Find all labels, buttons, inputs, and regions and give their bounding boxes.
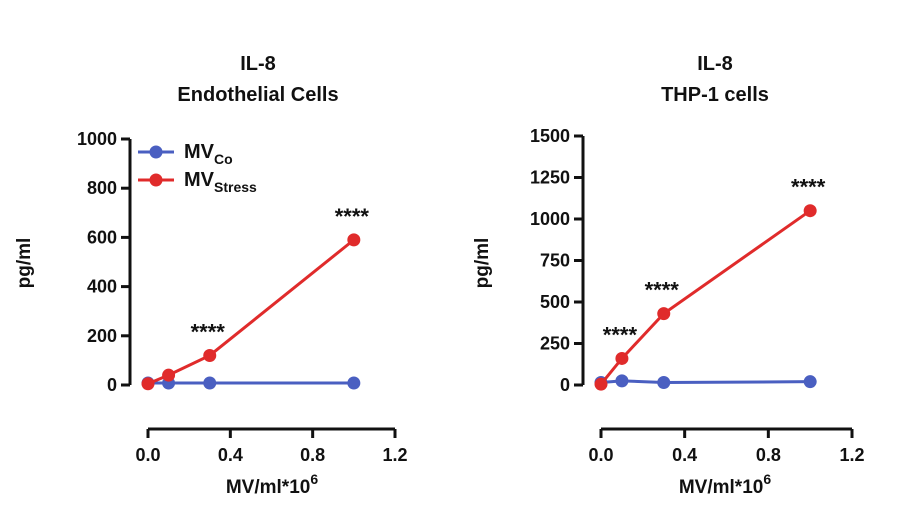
x-tick-label: 0.4: [672, 445, 697, 465]
y-tick-label: 750: [540, 251, 570, 271]
y-tick-label: 600: [87, 227, 117, 247]
y-tick-label: 0: [560, 375, 570, 395]
y-tick-label: 400: [87, 277, 117, 297]
significance-annotation: ****: [191, 319, 226, 344]
data-point: [594, 377, 608, 391]
series-stress: [141, 233, 361, 391]
series-line: [600, 379, 811, 385]
y-tick-label: 1000: [530, 209, 570, 229]
y-tick-label: 1500: [530, 126, 570, 146]
legend-marker: [149, 173, 163, 187]
data-point: [615, 351, 629, 365]
y-tick-label: 800: [87, 178, 117, 198]
y-axis-label: pg/ml: [14, 238, 35, 289]
y-tick-label: 0: [107, 375, 117, 395]
series-stress: [594, 204, 817, 391]
data-point: [141, 377, 155, 391]
legend-label: MVCo: [184, 141, 233, 167]
data-point: [657, 376, 671, 390]
chart-panel-2: IL-8 THP-1 cells 0 250 500 750 1000 1250 1500 0.0…: [472, 53, 865, 498]
series-line: [147, 238, 355, 386]
x-axis-label-superscript: 6: [763, 471, 771, 487]
data-point: [347, 376, 361, 390]
x-tick-label: 0.0: [135, 445, 160, 465]
x-axis-label-superscript: 6: [310, 471, 318, 487]
significance-annotation: ****: [791, 175, 826, 200]
data-point: [162, 368, 176, 382]
legend-item-stress: MVStress: [138, 169, 257, 195]
legend-label-subscript: Co: [214, 151, 233, 167]
series-line: [599, 209, 812, 386]
x-axis-label-main: MV/ml*10: [226, 477, 310, 498]
data-point: [203, 348, 217, 362]
series-co: [594, 374, 817, 390]
chart-title: IL-8: [697, 53, 733, 75]
data-point: [657, 307, 671, 321]
data-point: [803, 375, 817, 389]
chart-panel-1: IL-8 Endothelial Cells 0 200 400 600 800 1000 0.…: [14, 53, 408, 498]
y-tick-label: 250: [540, 334, 570, 354]
legend-label-main: MV: [184, 141, 215, 163]
x-tick-label: 0.4: [218, 445, 243, 465]
data-point: [347, 233, 361, 247]
legend-item-co: MVCo: [138, 141, 233, 167]
x-axis-label-main: MV/ml*10: [679, 477, 763, 498]
y-tick-label: 200: [87, 326, 117, 346]
y-tick-label: 1250: [530, 168, 570, 188]
chart-subtitle: THP-1 cells: [661, 84, 769, 106]
data-point: [615, 374, 629, 388]
significance-annotation: ****: [335, 204, 370, 229]
data-point: [203, 376, 217, 390]
data-point: [803, 204, 817, 218]
x-tick-label: 0.8: [756, 445, 781, 465]
x-tick-label: 1.2: [382, 445, 407, 465]
x-axis-label: MV/ml*106: [226, 471, 318, 498]
x-tick-label: 0.8: [300, 445, 325, 465]
significance-annotation: ****: [645, 278, 680, 303]
legend-label: MVStress: [184, 169, 257, 195]
legend-label-main: MV: [184, 169, 215, 191]
y-tick-label: 500: [540, 292, 570, 312]
y-axis-label: pg/ml: [472, 238, 493, 289]
chart-title: IL-8: [240, 53, 276, 75]
x-tick-label: 1.2: [839, 445, 864, 465]
y-tick-label: 1000: [77, 129, 117, 149]
x-tick-label: 0.0: [588, 445, 613, 465]
legend-label-subscript: Stress: [214, 179, 257, 195]
chart-subtitle: Endothelial Cells: [177, 84, 338, 106]
x-axis-label: MV/ml*106: [679, 471, 771, 498]
series-co: [141, 376, 361, 390]
legend-marker: [149, 145, 163, 159]
significance-annotation: ****: [603, 322, 638, 347]
